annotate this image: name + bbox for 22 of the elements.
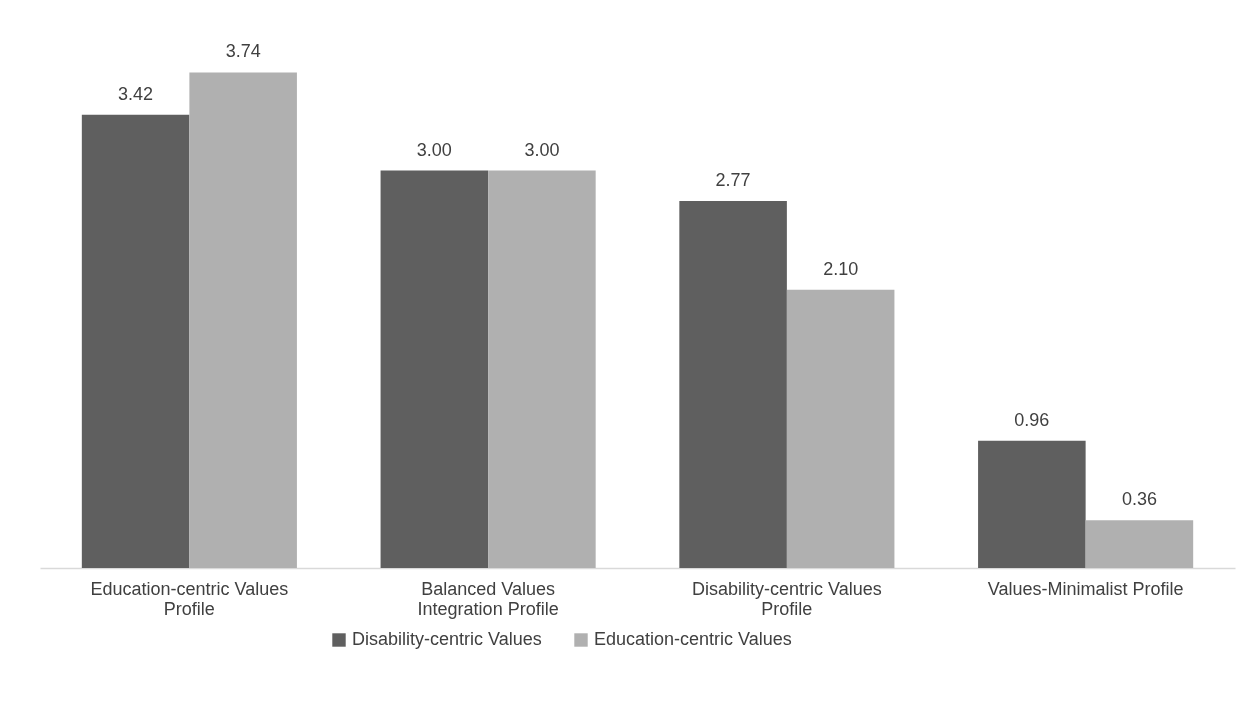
x-tick-label: Disability-centric Values Profile [692, 578, 882, 619]
bar [1085, 520, 1194, 568]
x-tick-label: Values-Minimalist Profile [987, 578, 1184, 599]
bar [81, 114, 190, 568]
legend-label: Education-centric Values [594, 629, 792, 649]
bar [679, 200, 787, 568]
data-label: 2.77 [715, 169, 751, 190]
data-label: 3.42 [118, 83, 154, 104]
bar [786, 289, 895, 568]
data-label: 2.10 [823, 258, 859, 279]
bar [488, 170, 596, 568]
data-label: 3.00 [524, 139, 560, 160]
data-label: 0.96 [1014, 409, 1050, 430]
data-label: 3.00 [416, 139, 452, 160]
bar [978, 440, 1086, 568]
legend-label: Disability-centric Values [352, 629, 542, 649]
bar [189, 72, 297, 568]
bar [380, 170, 489, 568]
data-label: 0.36 [1121, 489, 1157, 510]
x-tick-label: Balanced Values Integration Profile [417, 578, 559, 619]
data-label: 3.74 [225, 41, 261, 62]
x-tick-label: Education-centric Values Profile [90, 578, 289, 619]
